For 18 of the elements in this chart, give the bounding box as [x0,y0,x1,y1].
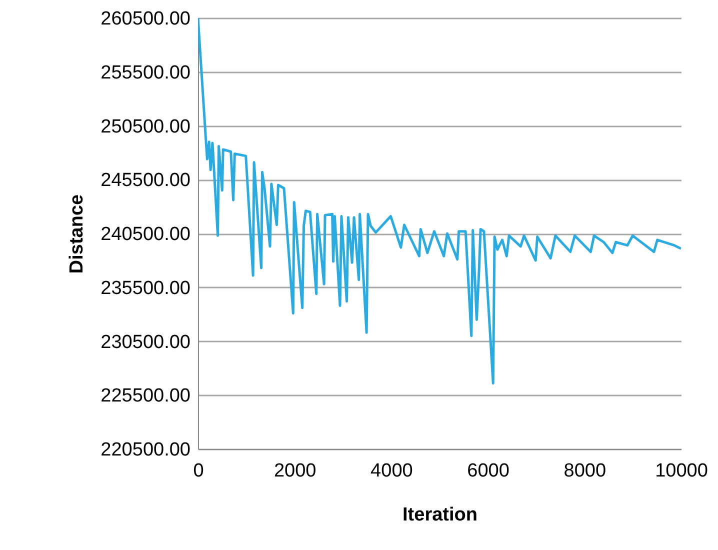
y-tick-label: 245500.00 [100,170,190,192]
x-tick-label: 2000 [274,460,316,482]
y-tick-label: 235500.00 [100,278,190,299]
y-tick-label: 250500.00 [100,116,190,138]
y-tick-label: 225500.00 [100,386,190,407]
y-tick-label: 230500.00 [100,332,190,353]
y-tick-label: 255500.00 [100,62,190,84]
x-tick-label: 4000 [370,460,413,482]
y-tick-label: 240500.00 [100,224,190,245]
x-tick-label: 8000 [564,460,606,482]
x-axis-title: Iteration [402,504,478,526]
line-series [198,18,681,385]
y-axis-title: Distance [66,194,88,274]
x-tick-label: 6000 [467,460,510,482]
x-tick-label: 0 [193,460,204,482]
y-tick-label: 260500.00 [100,8,190,30]
y-tick-label: 220500.00 [100,440,190,460]
x-tick-label: 10000 [655,460,708,482]
